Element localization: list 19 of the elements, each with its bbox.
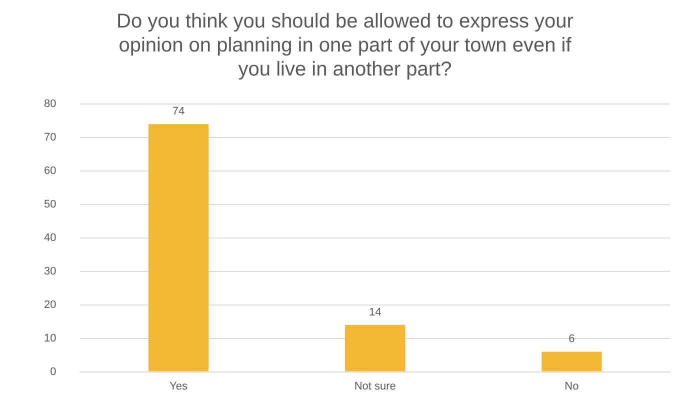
- y-tick-label: 20: [44, 298, 56, 311]
- data-label: 14: [368, 306, 382, 318]
- bar: [148, 124, 209, 372]
- y-tick-label: 10: [44, 332, 56, 344]
- x-tick-label: Not sure: [354, 380, 396, 392]
- bar: [542, 352, 602, 372]
- y-tick-label: 30: [44, 265, 56, 278]
- y-tick-label: 70: [44, 132, 56, 144]
- y-tick-label: 80: [44, 98, 56, 110]
- data-label: 6: [568, 333, 575, 346]
- y-tick-label: 0: [50, 366, 56, 378]
- y-tick-label: 60: [44, 164, 56, 177]
- y-tick-label: 50: [44, 198, 56, 210]
- data-label: 74: [172, 106, 185, 118]
- bar: [345, 324, 406, 372]
- x-tick-label: No: [564, 380, 579, 392]
- x-tick-label: Yes: [170, 380, 188, 392]
- chart-title: Do you think you should be allowed to express your opinion on planning in one part of your town even if you live in another part?: [116, 10, 574, 81]
- y-tick-label: 40: [44, 232, 56, 244]
